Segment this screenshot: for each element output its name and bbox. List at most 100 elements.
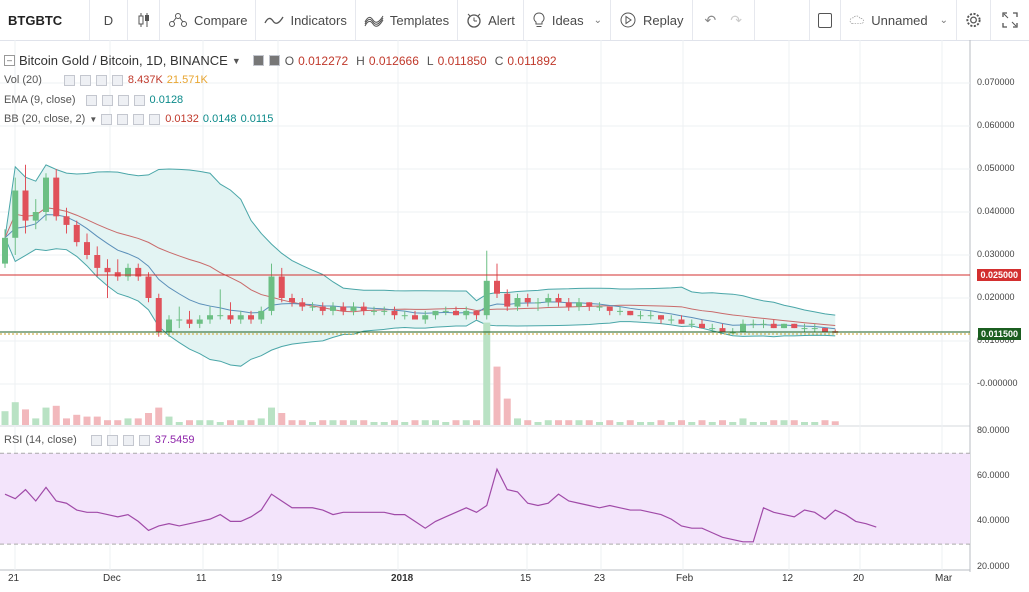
compare-icon [169,13,187,27]
candle-body [166,319,172,333]
candle-body [627,310,634,316]
settings-icon[interactable] [106,434,118,446]
volume-bar [237,420,245,425]
close-icon[interactable] [138,434,150,446]
candle-body [391,310,398,316]
close-label: C [494,53,504,68]
eye-icon[interactable] [63,74,75,86]
candle-body [822,328,828,333]
volume-bar [544,420,552,425]
high-label: H [356,53,365,68]
volume-bar [247,420,255,425]
volume-bar [452,420,460,425]
close-icon[interactable] [133,94,145,106]
candle-body [494,280,500,294]
candle-body [750,323,757,325]
settings-icon[interactable] [79,74,91,86]
eye-icon[interactable] [90,434,102,446]
replay-icon [620,12,636,28]
alarm-clock-icon [467,13,481,28]
volume-bar [145,413,152,425]
price-tick-label: 0.070000 [977,77,1015,87]
templates-button[interactable]: Templates [356,0,459,40]
volume-bar [52,405,60,425]
rsi-legend: RSI (14, close) 37.5459 [4,434,195,446]
chart-style-button[interactable] [128,0,160,40]
fullscreen-button[interactable] [991,0,1029,40]
ema-legend: EMA (9, close) 0.0128 [4,94,183,106]
volume-legend: Vol (20) 8.437K 21.571K [4,74,208,86]
bb-lower-line [4,237,836,367]
compare-button[interactable]: Compare [160,0,257,40]
replay-button[interactable]: Replay [611,0,693,40]
collapse-icon[interactable]: – [4,55,15,66]
candle-body [422,315,429,320]
chevron-down-icon[interactable]: ▼ [231,55,241,66]
candle-body [299,302,306,307]
candle-body [22,190,29,221]
volume-bar [698,420,706,425]
time-tick-label: 11 [196,573,207,584]
ideas-button[interactable]: Ideas ⌄ [524,0,612,40]
volume-bar [483,322,491,425]
candle-body [483,280,490,316]
candle-body [104,267,111,273]
candle-body [155,298,162,333]
price-tick-label: 0.050000 [977,163,1015,173]
candle-body [84,242,90,255]
save-layout-button[interactable] [809,0,841,40]
add-icon[interactable] [133,113,145,125]
settings-button[interactable] [957,0,991,40]
time-tick-label: Mar [935,573,953,584]
toolbar-spacer [755,0,809,40]
alert-button[interactable]: Alert [458,0,524,40]
candle-body [432,310,439,316]
indicators-button[interactable]: Indicators [256,0,356,40]
ema-label: EMA (9, close) [4,94,76,106]
time-tick-label: 19 [271,573,283,584]
templates-label: Templates [389,12,450,28]
candle-body [268,276,275,311]
volume-bar [780,420,788,425]
volume-bar [104,420,111,425]
symbol-search[interactable]: BTGBTC [0,0,90,40]
volume-bar [442,422,450,425]
undo-redo-group: ↶ ↷ [693,0,755,40]
candle-body [248,315,254,320]
add-icon[interactable] [122,434,134,446]
settings-icon[interactable] [117,113,129,125]
add-icon[interactable] [117,94,129,106]
rsi-tick-label: 40.0000 [977,515,1010,526]
close-icon[interactable] [111,74,123,86]
candle-body [555,298,562,303]
price-chart[interactable] [0,40,1029,592]
candle-body [535,302,541,304]
volume-bar [606,420,614,425]
candle-body [217,315,224,317]
volume-bar [626,420,634,425]
volume-bar [73,414,81,425]
layout-menu[interactable]: Unnamed ⌄ [841,0,957,40]
undo-icon[interactable]: ↶ [704,11,717,28]
low-value: 0.011850 [437,53,487,68]
interval-button[interactable]: D [90,0,128,40]
volume-bar [134,418,142,425]
settings-icon[interactable] [101,94,113,106]
eye-icon[interactable] [101,113,113,125]
close-icon[interactable] [149,113,161,125]
settings-icon[interactable] [268,55,280,66]
volume-bar [678,420,685,425]
chevron-down-icon[interactable]: ▼ [89,114,98,124]
volume-bar [339,420,347,425]
volume-bar [401,422,409,425]
candle-body [114,272,121,277]
candle-body [647,315,654,317]
volume-bar [770,420,778,425]
redo-icon[interactable]: ↷ [730,11,742,28]
add-icon[interactable] [95,74,107,86]
eye-icon[interactable] [85,94,97,106]
eye-icon[interactable] [252,55,264,66]
candle-body [729,332,736,334]
candle-body [73,224,80,243]
candle-body [43,177,49,212]
